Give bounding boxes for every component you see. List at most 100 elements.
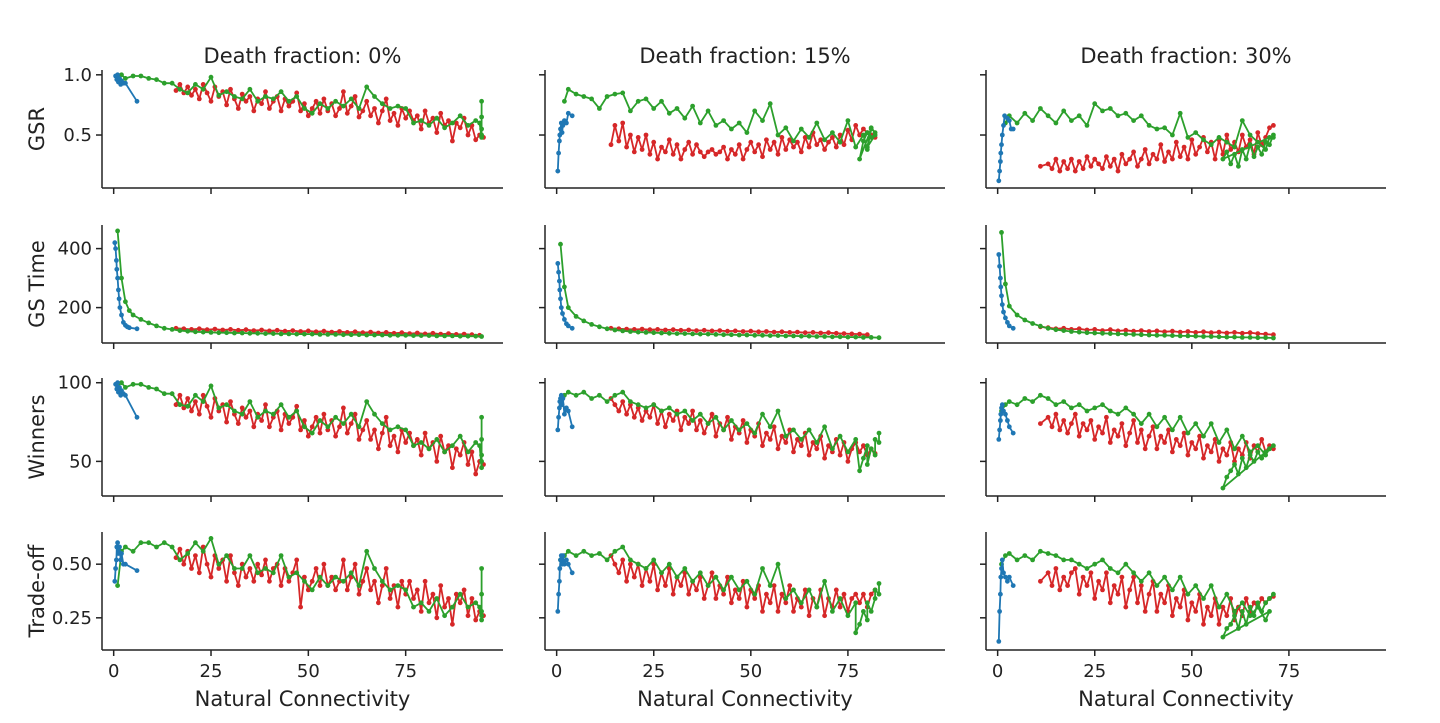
data-point-red bbox=[736, 142, 742, 148]
data-point-red bbox=[414, 113, 420, 119]
data-point-blue bbox=[999, 142, 1004, 148]
data-point-red bbox=[1072, 566, 1078, 571]
data-point-red bbox=[263, 402, 268, 408]
data-point-red bbox=[341, 89, 346, 95]
x-tick-label: 0 bbox=[108, 661, 119, 682]
data-point-red bbox=[771, 424, 777, 430]
data-point-green bbox=[348, 96, 354, 102]
data-point-green bbox=[387, 587, 393, 593]
data-point-green bbox=[1228, 468, 1234, 474]
data-point-green bbox=[791, 427, 796, 433]
data-point-green bbox=[1030, 557, 1035, 563]
panel: 0 25 50 75 bbox=[980, 532, 1386, 682]
data-point-red bbox=[1146, 591, 1152, 597]
data-point-red bbox=[837, 604, 843, 610]
data-point-red bbox=[298, 427, 303, 433]
data-point-green bbox=[1239, 433, 1245, 439]
data-point-red bbox=[783, 600, 789, 606]
data-point-green bbox=[479, 132, 484, 138]
data-point-red bbox=[1104, 570, 1109, 576]
data-point-red bbox=[783, 440, 789, 445]
data-point-green bbox=[767, 333, 773, 338]
data-point-green bbox=[822, 578, 827, 584]
data-point-red bbox=[833, 144, 839, 150]
data-point-green bbox=[845, 118, 851, 123]
data-point-green bbox=[1239, 335, 1245, 340]
data-point-red bbox=[457, 600, 463, 606]
data-point-green bbox=[1045, 396, 1051, 401]
data-point-red bbox=[1061, 159, 1067, 164]
data-point-green bbox=[651, 106, 657, 111]
panel: 0.25 0.50 0 25 50 75 Trade-off bbox=[25, 532, 503, 682]
data-point-red bbox=[1201, 455, 1206, 461]
data-point-red bbox=[305, 433, 311, 439]
data-point-green bbox=[255, 98, 261, 104]
data-point-red bbox=[368, 329, 373, 335]
data-point-green bbox=[1053, 327, 1059, 333]
data-point-red bbox=[670, 327, 676, 333]
data-point-red bbox=[868, 591, 874, 597]
data-point-green bbox=[1069, 405, 1074, 411]
data-point-blue bbox=[126, 325, 132, 331]
data-point-green bbox=[729, 574, 734, 580]
data-point-green bbox=[857, 621, 862, 627]
x-tick-label: 75 bbox=[836, 661, 859, 682]
data-point-red bbox=[208, 98, 214, 104]
data-point-green bbox=[1216, 440, 1222, 445]
data-point-red bbox=[352, 561, 358, 567]
data-point-green bbox=[1076, 329, 1082, 335]
data-point-green bbox=[628, 329, 633, 334]
data-point-red bbox=[1069, 421, 1074, 426]
data-point-green bbox=[783, 333, 789, 339]
data-point-red bbox=[861, 126, 866, 132]
data-point-red bbox=[1220, 446, 1226, 452]
panel-title: Death fraction: 0% bbox=[204, 44, 402, 68]
data-point-red bbox=[1255, 331, 1261, 336]
data-point-blue bbox=[996, 639, 1002, 644]
data-point-red bbox=[461, 587, 467, 593]
data-point-blue bbox=[134, 414, 140, 420]
data-point-red bbox=[795, 437, 800, 442]
data-point-green bbox=[1138, 332, 1144, 338]
data-point-green bbox=[216, 405, 222, 411]
data-point-green bbox=[255, 570, 261, 576]
data-point-green bbox=[224, 402, 230, 408]
data-point-green bbox=[868, 135, 874, 140]
data-point-green bbox=[837, 139, 843, 145]
data-point-green bbox=[263, 566, 268, 571]
data-point-green bbox=[853, 630, 859, 636]
data-point-red bbox=[290, 328, 296, 333]
data-point-red bbox=[309, 106, 315, 111]
data-point-blue bbox=[557, 566, 563, 571]
data-point-green bbox=[1123, 110, 1129, 116]
panel bbox=[539, 378, 945, 502]
data-point-green bbox=[1239, 609, 1245, 614]
data-point-red bbox=[721, 591, 726, 597]
data-point-red bbox=[1065, 166, 1070, 172]
data-point-green bbox=[1038, 323, 1043, 329]
data-point-red bbox=[1154, 609, 1160, 614]
data-point-green bbox=[325, 106, 331, 111]
data-point-green bbox=[364, 332, 370, 338]
data-point-red bbox=[387, 596, 393, 601]
data-point-red bbox=[1259, 596, 1265, 601]
data-point-green bbox=[837, 334, 843, 340]
data-point-green bbox=[1263, 449, 1268, 455]
data-point-red bbox=[1158, 591, 1164, 597]
data-point-red bbox=[1080, 166, 1086, 172]
data-point-red bbox=[1146, 161, 1152, 167]
data-point-blue bbox=[555, 168, 561, 174]
data-point-red bbox=[1088, 418, 1094, 423]
data-point-green bbox=[479, 437, 484, 442]
data-point-green bbox=[837, 433, 843, 439]
data-point-green bbox=[294, 570, 300, 576]
data-point-red bbox=[1208, 330, 1214, 336]
data-point-green bbox=[161, 325, 167, 331]
data-point-red bbox=[744, 604, 750, 610]
data-point-blue bbox=[998, 591, 1003, 597]
data-point-red bbox=[418, 126, 424, 132]
data-point-green bbox=[224, 89, 230, 95]
data-point-green bbox=[1038, 548, 1043, 554]
data-point-green bbox=[791, 587, 796, 593]
data-point-red bbox=[822, 613, 827, 619]
